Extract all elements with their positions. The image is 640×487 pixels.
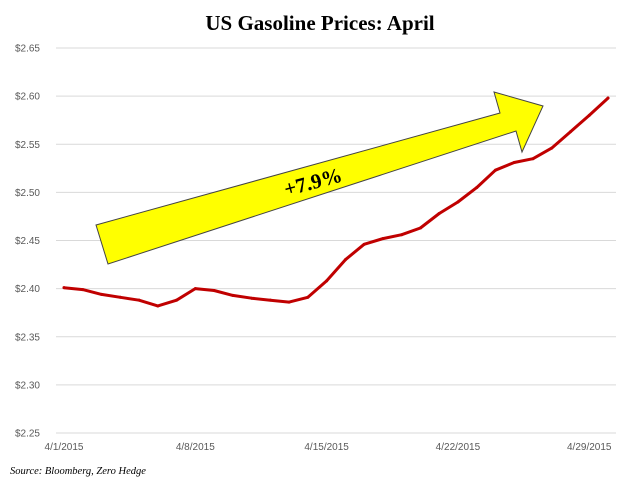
source-note: Source: Bloomberg, Zero Hedge [10, 466, 146, 477]
data-point [362, 242, 366, 246]
data-point [156, 304, 160, 308]
data-point [175, 298, 179, 302]
data-point [568, 130, 572, 134]
price-series-line [62, 96, 610, 308]
data-point [268, 298, 272, 302]
data-point [343, 258, 347, 262]
x-tick-label: 4/1/2015 [45, 442, 84, 453]
data-point [137, 298, 141, 302]
x-tick-label: 4/15/2015 [304, 442, 349, 453]
x-axis: 4/1/2015 4/8/2015 4/15/2015 4/22/2015 4/29/2… [45, 442, 612, 453]
data-point [418, 226, 422, 230]
y-tick-label: $2.35 [15, 332, 40, 343]
data-point [62, 286, 66, 290]
y-tick-label: $2.25 [15, 429, 40, 440]
chart-title: US Gasoline Prices: April [205, 11, 434, 35]
data-point [606, 96, 610, 100]
data-point [231, 293, 235, 297]
data-point [512, 161, 516, 165]
data-point [437, 212, 441, 216]
data-point [81, 288, 85, 292]
y-tick-label: $2.45 [15, 236, 40, 247]
data-point [381, 237, 385, 241]
data-point [456, 200, 460, 204]
data-point [118, 295, 122, 299]
x-tick-label: 4/8/2015 [176, 442, 215, 453]
data-point [493, 168, 497, 172]
x-tick-label: 4/22/2015 [436, 442, 481, 453]
y-tick-label: $2.30 [15, 380, 40, 391]
data-point [193, 287, 197, 291]
data-point [531, 157, 535, 161]
data-point [100, 292, 104, 296]
growth-arrow [95, 91, 544, 265]
y-axis: $2.25 $2.30 $2.35 $2.40 $2.45 $2.50 $2.55 $2.60… [15, 44, 40, 440]
y-tick-label: $2.65 [15, 44, 40, 55]
y-tick-label: $2.40 [15, 284, 40, 295]
y-tick-label: $2.60 [15, 92, 40, 103]
data-point [306, 295, 310, 299]
data-point [475, 186, 479, 190]
data-point [212, 289, 216, 293]
data-point [400, 233, 404, 237]
growth-arrow-annotation: +7.9% [95, 91, 544, 265]
series-layer [62, 96, 610, 308]
data-point [550, 146, 554, 150]
data-point [587, 113, 591, 117]
y-tick-label: $2.50 [15, 188, 40, 199]
y-tick-label: $2.55 [15, 140, 40, 151]
data-point [287, 300, 291, 304]
x-tick-label: 4/29/2015 [567, 442, 612, 453]
data-point [250, 296, 254, 300]
data-point [325, 279, 329, 283]
